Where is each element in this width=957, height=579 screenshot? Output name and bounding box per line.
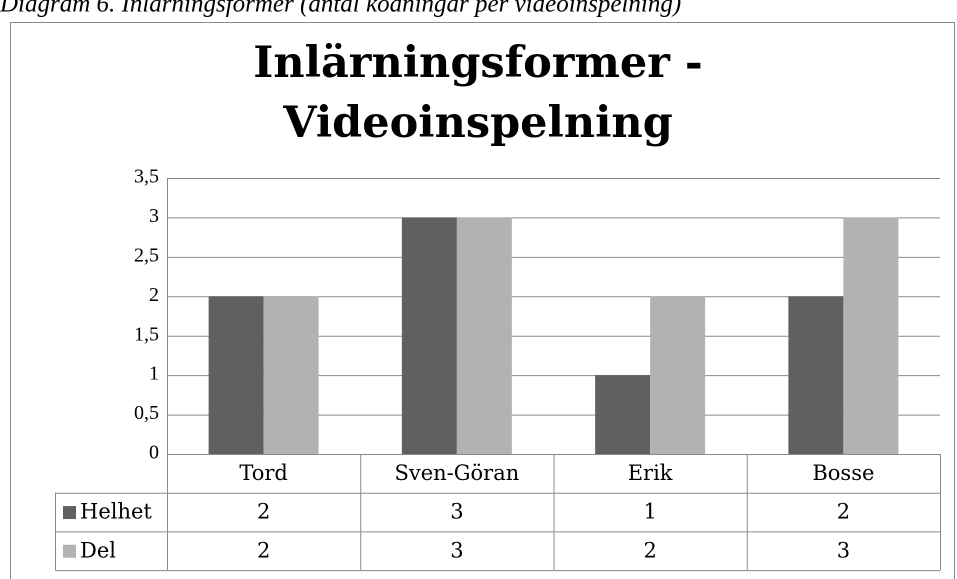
table-value: 2 — [837, 500, 850, 524]
x-tick-label: Bosse — [812, 461, 874, 485]
bar — [595, 375, 651, 454]
bar — [456, 217, 512, 454]
table-value: 3 — [450, 538, 463, 562]
bar — [843, 217, 899, 454]
table-value: 3 — [450, 500, 463, 524]
chart-title: Videoinspelning — [282, 98, 673, 148]
bar — [263, 296, 319, 454]
chart-border — [10, 22, 955, 579]
caption: Diagram 6. Inlärningsformer (antal kodni… — [0, 0, 681, 18]
bar — [401, 217, 457, 454]
y-tick-label: 1,5 — [134, 323, 159, 345]
table-value: 2 — [257, 500, 270, 524]
table-value: 3 — [837, 538, 850, 562]
legend-label: Del — [80, 538, 116, 562]
chart-title: Inlärningsformer - — [253, 38, 703, 88]
table-value: 1 — [643, 500, 656, 524]
table-value: 2 — [643, 538, 656, 562]
bar — [788, 296, 844, 454]
y-tick-label: 2,5 — [134, 244, 159, 266]
legend-swatch — [63, 506, 76, 520]
x-tick-label: Tord — [239, 461, 288, 485]
bar — [650, 296, 706, 454]
legend-swatch — [63, 544, 76, 558]
y-tick-label: 3 — [149, 205, 159, 227]
y-tick-label: 2 — [149, 284, 159, 306]
legend-label: Helhet — [80, 500, 152, 524]
table-value: 2 — [257, 538, 270, 562]
x-tick-label: Sven-Göran — [394, 461, 519, 485]
y-tick-label: 1 — [149, 363, 159, 385]
y-tick-label: 0,5 — [134, 402, 159, 424]
x-tick-label: Erik — [628, 461, 673, 485]
y-tick-label: 3,5 — [134, 166, 159, 188]
bar — [208, 296, 264, 454]
y-tick-label: 0 — [149, 442, 159, 464]
